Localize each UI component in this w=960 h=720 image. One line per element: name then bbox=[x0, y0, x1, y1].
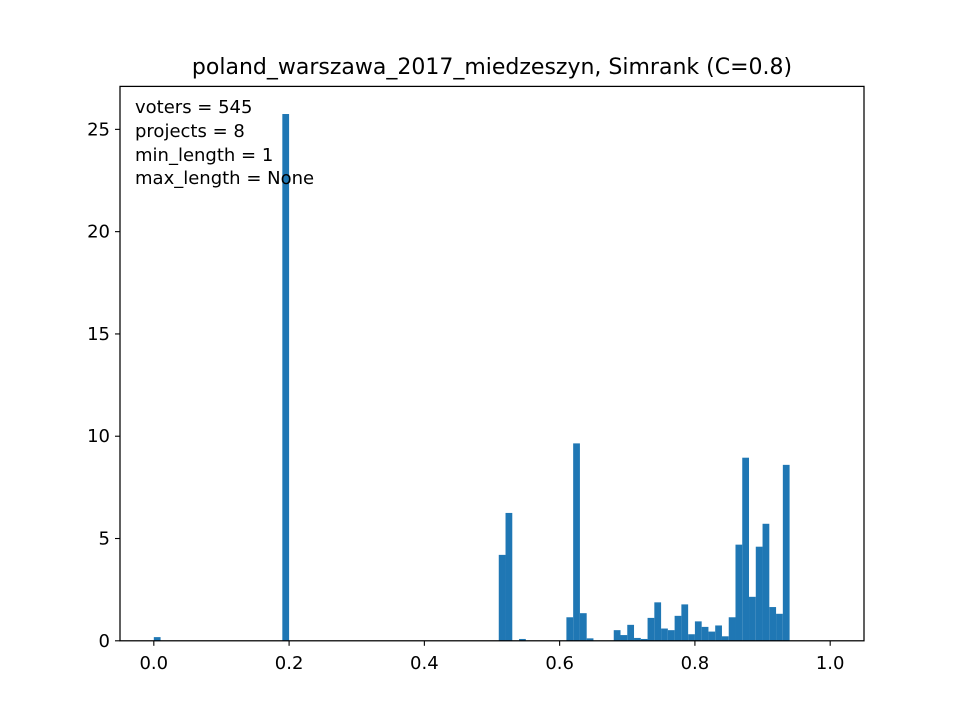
y-axis: 0 5 10 15 20 25 bbox=[87, 119, 120, 652]
x-tick-label: 0.6 bbox=[545, 653, 574, 674]
histogram-bar bbox=[694, 621, 702, 641]
annotation-max-length: max_length = None bbox=[135, 168, 314, 189]
chart-title: poland_warszawa_2017_miedzeszyn, Simrank… bbox=[192, 55, 792, 80]
x-tick-label: 0.8 bbox=[681, 653, 710, 674]
histogram-bar bbox=[776, 613, 783, 641]
histogram-bar bbox=[654, 602, 662, 641]
y-tick-label: 5 bbox=[99, 529, 110, 550]
histogram-bar bbox=[728, 617, 736, 641]
histogram-bar bbox=[749, 596, 756, 641]
histogram-bar bbox=[573, 443, 580, 641]
annotation-min-length: min_length = 1 bbox=[135, 145, 273, 166]
histogram-bar bbox=[674, 615, 682, 641]
histogram-bar bbox=[647, 617, 655, 641]
histogram-bar bbox=[613, 630, 621, 641]
histogram-bar bbox=[579, 613, 587, 641]
histogram-bar bbox=[701, 626, 709, 641]
histogram-bar bbox=[688, 634, 695, 641]
histogram-bar bbox=[769, 607, 777, 641]
x-tick-label: 0.4 bbox=[410, 653, 439, 674]
histogram-bar bbox=[735, 544, 743, 641]
x-tick-label: 1.0 bbox=[816, 653, 845, 674]
histogram-bar bbox=[667, 630, 675, 641]
y-tick-label: 0 bbox=[99, 631, 110, 652]
histogram-bar bbox=[708, 631, 716, 641]
annotation-voters: voters = 545 bbox=[135, 97, 252, 118]
histogram-bar bbox=[620, 635, 628, 641]
plot-frame bbox=[119, 85, 865, 642]
histogram-bar bbox=[586, 638, 594, 641]
y-tick-label: 20 bbox=[87, 222, 110, 243]
histogram-bar bbox=[519, 638, 526, 641]
y-tick-label: 10 bbox=[87, 426, 110, 447]
histogram-bar bbox=[282, 114, 290, 641]
histogram-bar bbox=[661, 628, 668, 641]
histogram-bar bbox=[742, 457, 750, 641]
x-tick-label: 0.2 bbox=[275, 653, 304, 674]
annotation-projects: projects = 8 bbox=[135, 121, 245, 142]
histogram-bar bbox=[681, 604, 689, 641]
histogram-bar bbox=[566, 617, 574, 641]
histogram-bar bbox=[782, 464, 790, 641]
histogram-bar bbox=[762, 523, 770, 641]
bars-group bbox=[153, 114, 790, 641]
histogram-bar bbox=[627, 624, 635, 641]
x-tick-label: 0.0 bbox=[139, 653, 168, 674]
histogram-bar bbox=[715, 625, 722, 641]
y-tick-label: 25 bbox=[87, 119, 110, 140]
histogram-bar bbox=[640, 638, 648, 641]
annotation-block: voters = 545 projects = 8 min_length = 1… bbox=[135, 97, 314, 189]
x-axis: 0.0 0.2 0.4 0.6 0.8 1.0 bbox=[139, 640, 845, 674]
y-tick-label: 15 bbox=[87, 324, 110, 345]
histogram-bar bbox=[755, 546, 763, 641]
histogram-bar bbox=[153, 637, 161, 641]
histogram-bar bbox=[721, 636, 729, 641]
histogram-bar bbox=[505, 512, 513, 641]
histogram-bar bbox=[498, 554, 506, 641]
histogram-bar bbox=[634, 637, 641, 641]
